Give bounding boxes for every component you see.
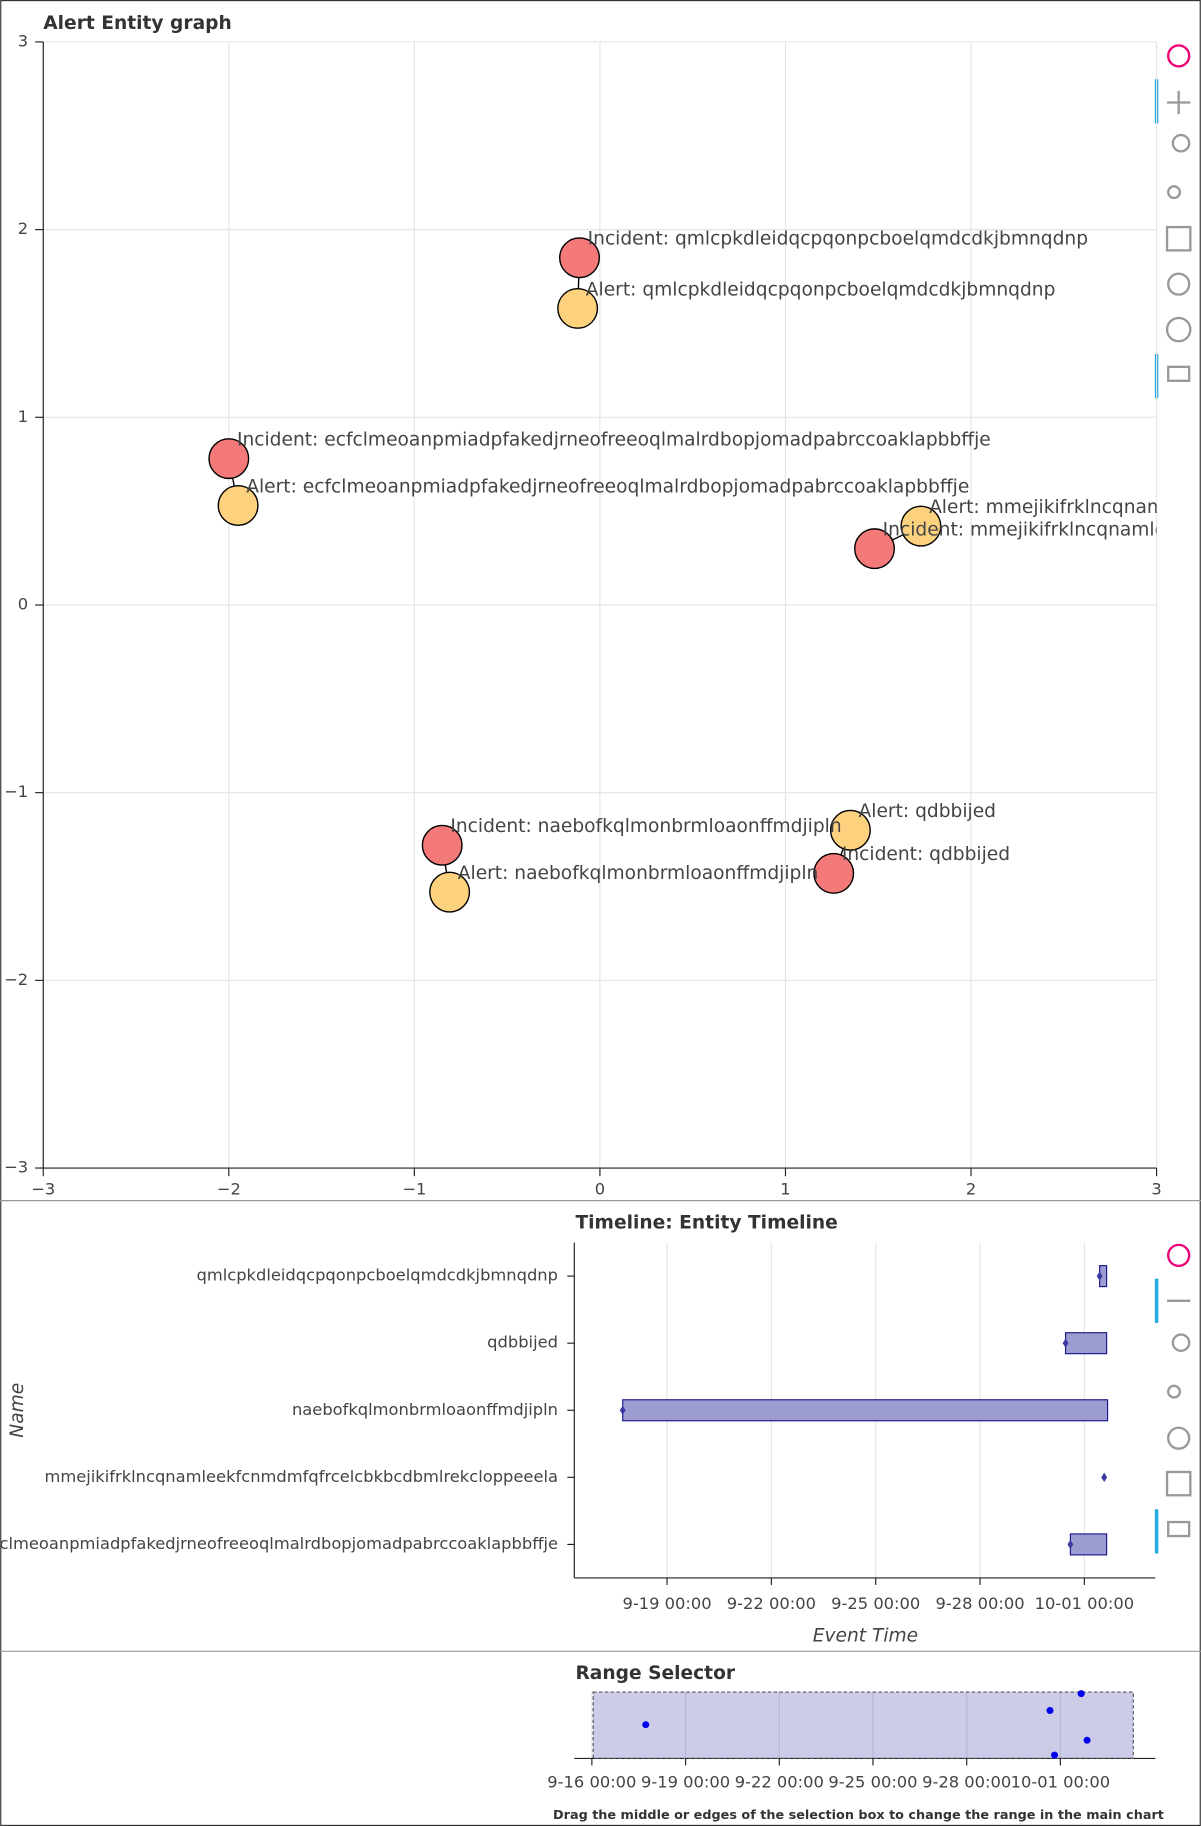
chart-title: Alert Entity graph [43,13,231,34]
bokeh-logo[interactable] [1167,44,1191,68]
node-label: Incident: mmejikifrklncqnamleekfcnmdmfqf… [883,520,1201,541]
y-tick-label: ecfclmeoanpmiadpfakedjrneofreeoqlmalrdbo… [0,1534,558,1553]
x-tick-label: −2 [217,1180,241,1199]
bokeh-logo[interactable] [1167,1243,1191,1268]
range-bar [1069,1533,1108,1556]
x-tick-label: 3 [1151,1180,1161,1199]
y-tick-label: naebofkqlmonbrmloaonffmdjipln [292,1400,558,1419]
y-tick-label: −2 [4,970,28,989]
y-tick-label: −1 [4,782,28,801]
event-point [642,1721,650,1729]
x-tick-label: 9-25 00:00 [831,1594,920,1613]
event-marker [1067,1539,1074,1550]
node [217,485,259,527]
x-tick-label: 10-01 00:00 [1011,1772,1111,1791]
event-marker [1062,1338,1069,1348]
selection-box[interactable] [592,1691,1134,1760]
x-tick-label: 1 [780,1180,790,1199]
range-bar [1064,1332,1108,1355]
event-marker [619,1405,626,1415]
y-tick-label: mmejikifrklncqnamleekfcnmdmfqfrcelcbkbcd… [44,1467,558,1486]
chart-title: Range Selector [575,1663,735,1684]
save-tool[interactable] [1165,225,1192,252]
hover-tool[interactable] [1167,365,1191,382]
node [421,824,463,866]
node-label: Incident: ecfclmeoanpmiadpfakedjrneofree… [237,429,991,450]
range-bar [622,1399,1109,1422]
node [557,287,599,329]
node [429,871,471,913]
x-tick-label: 9-16 00:00 [547,1772,636,1791]
x-axis-label: Event Time [813,1626,918,1647]
node-label: Alert: qmlcpkdleidqcpqonpcboelqmdcdkjbmn… [586,279,1056,300]
node [813,852,855,894]
x-tick-label: 9-19 00:00 [622,1594,711,1613]
y-tick-label: −3 [4,1158,28,1177]
node [900,505,942,547]
reset-tool[interactable] [1167,272,1191,296]
y-tick-label: qmlcpkdleidqcpqonpcboelqmdcdkjbmnqdnp [197,1266,558,1285]
node-label: Incident: qdbbijed [842,844,1010,865]
y-tick-label: 2 [18,219,28,238]
hover-tool[interactable] [1167,1520,1191,1538]
event-point [1083,1736,1091,1744]
wheel-zoom-tool[interactable] [1167,185,1182,200]
box-zoom-tool[interactable] [1171,133,1191,153]
x-tick-label: −3 [31,1180,55,1199]
node [208,438,250,480]
reset-tool[interactable] [1167,1426,1191,1450]
node [854,528,896,570]
x-tick-label: 9-22 00:00 [735,1772,824,1791]
event-marker [1101,1472,1108,1482]
node [559,237,601,279]
help-tool[interactable] [1165,316,1192,343]
y-tick-label: 3 [18,31,28,50]
node-label: Alert: naebofkqlmonbrmloaonffmdjipln [458,863,819,884]
x-tick-label: −1 [402,1180,426,1199]
event-point [1077,1690,1085,1698]
plot-area: Incident: qmlcpkdleidqcpqonpcboelqmdcdkj… [208,229,1201,913]
x-tick-label: 9-19 00:00 [641,1772,730,1791]
event-point [1046,1707,1054,1714]
node [829,809,871,851]
y-axis-label: Name [7,1383,28,1438]
node-label: Alert: ecfclmeoanpmiadpfakedjrneofreeoql… [246,476,969,497]
node-label: Alert: mmejikifrklncqnamleekfcnmdmfqfrce… [929,497,1201,518]
chart-title: Timeline: Entity Timeline [575,1212,837,1233]
x-tick-label: 9-25 00:00 [828,1772,917,1791]
x-tick-label: 0 [595,1180,605,1199]
pan-tool[interactable] [1167,90,1191,115]
x-tick-label: 9-28 00:00 [935,1594,1024,1613]
box-zoom-tool[interactable] [1171,1333,1191,1353]
y-tick-label: 1 [18,407,28,426]
node-label: Incident: qmlcpkdleidqcpqonpcboelqmdcdkj… [588,229,1088,250]
x-tick-label: 10-01 00:00 [1035,1594,1135,1613]
node-label: Incident: naebofkqlmonbrmloaonffmdjipln [450,816,841,837]
y-tick-label: 0 [18,594,28,613]
x-tick-label: 2 [966,1180,976,1199]
save-tool[interactable] [1165,1470,1192,1497]
y-tick-label: qdbbijed [487,1333,558,1352]
node-label: Alert: qdbbijed [859,801,996,822]
footnote: Drag the middle or edges of the selectio… [553,1808,1164,1823]
event-marker [1096,1271,1103,1281]
wheel-zoom-tool[interactable] [1167,1384,1182,1399]
x-tick-label: 9-22 00:00 [727,1594,816,1613]
event-point [1051,1751,1059,1759]
x-tick-label: 9-28 00:00 [922,1772,1011,1791]
